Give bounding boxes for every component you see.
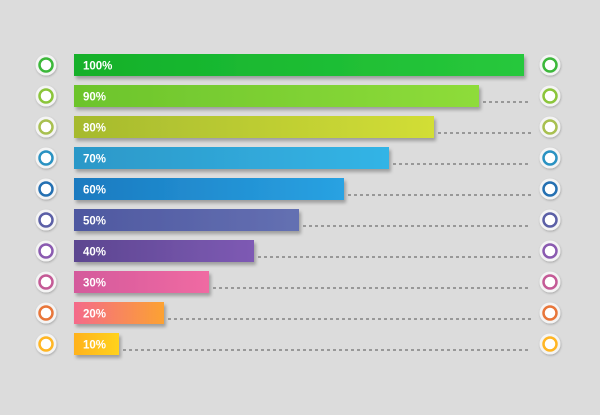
bar-70 [74,147,389,169]
bar-30 [74,271,209,293]
bar-80 [74,116,434,138]
ring-left-80 [35,116,57,138]
ring-left-60 [35,178,57,200]
bar-label-30: 30% [83,278,106,290]
bar-label-50: 50% [83,216,106,228]
bar-90 [74,85,479,107]
ring-right-10 [539,333,561,355]
ring-right-70 [539,147,561,169]
bar-label-90: 90% [83,92,106,104]
bar-label-100: 100% [83,61,112,73]
ring-left-50 [35,209,57,231]
ring-left-30 [35,271,57,293]
bar-50 [74,209,299,231]
ring-left-70 [35,147,57,169]
ring-left-40 [35,240,57,262]
bar-label-10: 10% [83,340,106,352]
bar-label-60: 60% [83,185,106,197]
ring-right-90 [539,85,561,107]
ring-right-60 [539,178,561,200]
ring-right-40 [539,240,561,262]
ring-right-50 [539,209,561,231]
ring-left-20 [35,302,57,324]
ring-right-20 [539,302,561,324]
ring-right-30 [539,271,561,293]
ring-right-80 [539,116,561,138]
ring-left-90 [35,85,57,107]
bar-10 [74,333,119,355]
bar-label-70: 70% [83,154,106,166]
bar-60 [74,178,344,200]
bar-100 [74,54,524,76]
bar-label-40: 40% [83,247,106,259]
ring-left-10 [35,333,57,355]
bar-label-20: 20% [83,309,106,321]
bar-label-80: 80% [83,123,106,135]
ring-right-100 [539,54,561,76]
ring-left-100 [35,54,57,76]
bar-40 [74,240,254,262]
bar-20 [74,302,164,324]
